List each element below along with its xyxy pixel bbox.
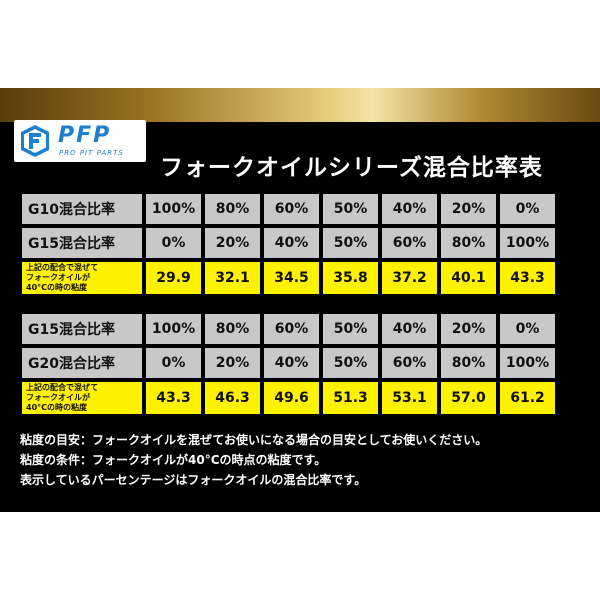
note-viscosity-condition: 粘度の条件：フォークオイルが40°Cの時点の粘度です。 (20, 453, 327, 467)
viscosity-cell: 40.1 (441, 262, 496, 294)
viscosity-cell: 46.3 (205, 382, 260, 414)
viscosity-cell: 35.8 (323, 262, 378, 294)
ratio-cell: 50% (323, 314, 378, 344)
ratio-cell: 40% (264, 228, 319, 258)
logo-wordmark: PFP (58, 123, 112, 148)
ratio-cell: 0% (146, 348, 201, 378)
ratio-cell: 100% (500, 348, 555, 378)
row-label: 上記の配合で混ぜて フォークオイルが 40°Cの時の粘度 (22, 382, 142, 414)
ratio-row: G10混合比率 100% 80% 60% 50% 40% 20% 0% (22, 194, 555, 224)
ratio-cell: 60% (264, 314, 319, 344)
viscosity-cell: 49.6 (264, 382, 319, 414)
ratio-cell: 20% (441, 314, 496, 344)
row-label: 上記の配合で混ぜて フォークオイルが 40°Cの時の粘度 (22, 262, 142, 294)
ratio-cell: 80% (205, 314, 260, 344)
ratio-cell: 20% (205, 228, 260, 258)
ratio-cell: 80% (441, 228, 496, 258)
ratio-cell: 60% (264, 194, 319, 224)
pfp-emblem-icon (21, 125, 49, 157)
viscosity-cell: 43.3 (146, 382, 201, 414)
viscosity-cell: 43.3 (500, 262, 555, 294)
ratio-cell: 40% (382, 194, 437, 224)
ratio-cell: 0% (146, 228, 201, 258)
viscosity-cell: 34.5 (264, 262, 319, 294)
row-label: G15混合比率 (22, 314, 142, 344)
ratio-cell: 20% (441, 194, 496, 224)
row-label: G20混合比率 (22, 348, 142, 378)
ratio-row: G15混合比率 0% 20% 40% 50% 60% 80% 100% (22, 228, 555, 258)
page-title: フォークオイルシリーズ混合比率表 (160, 155, 543, 181)
ratio-cell: 50% (323, 228, 378, 258)
viscosity-cell: 51.3 (323, 382, 378, 414)
ratio-row: G20混合比率 0% 20% 40% 50% 60% 80% 100% (22, 348, 555, 378)
row-label: G15混合比率 (22, 228, 142, 258)
viscosity-cell: 57.0 (441, 382, 496, 414)
viscosity-cell: 53.1 (382, 382, 437, 414)
ratio-cell: 50% (323, 348, 378, 378)
ratio-row: G15混合比率 100% 80% 60% 50% 40% 20% 0% (22, 314, 555, 344)
viscosity-row: 上記の配合で混ぜて フォークオイルが 40°Cの時の粘度 29.9 32.1 34.5… (22, 262, 555, 294)
ratio-cell: 0% (500, 194, 555, 224)
ratio-cell: 50% (323, 194, 378, 224)
ratio-cell: 20% (205, 348, 260, 378)
ratio-cell: 60% (382, 228, 437, 258)
pfp-logo: PFP PRO PIT PARTS (14, 120, 146, 162)
logo-subtext: PRO PIT PARTS (59, 149, 124, 157)
note-viscosity-guide: 粘度の目安：フォークオイルを混ぜてお使いになる場合の目安としてお使いください。 (20, 433, 488, 447)
mix-table-g15-g20: G15混合比率 100% 80% 60% 50% 40% 20% 0% G20混合比率 0% 20%… (18, 310, 559, 418)
ratio-cell: 100% (500, 228, 555, 258)
ratio-cell: 100% (146, 194, 201, 224)
ratio-cell: 80% (441, 348, 496, 378)
ratio-cell: 80% (205, 194, 260, 224)
viscosity-cell: 32.1 (205, 262, 260, 294)
viscosity-cell: 61.2 (500, 382, 555, 414)
ratio-cell: 100% (146, 314, 201, 344)
viscosity-row: 上記の配合で混ぜて フォークオイルが 40°Cの時の粘度 43.3 46.3 49.6… (22, 382, 555, 414)
row-label: G10混合比率 (22, 194, 142, 224)
ratio-cell: 40% (382, 314, 437, 344)
mix-table-g10-g15: G10混合比率 100% 80% 60% 50% 40% 20% 0% G15混合比率 0% 20%… (18, 190, 559, 298)
ratio-cell: 60% (382, 348, 437, 378)
viscosity-cell: 29.9 (146, 262, 201, 294)
gold-header-band (0, 88, 600, 122)
viscosity-cell: 37.2 (382, 262, 437, 294)
note-percentage-meaning: 表示しているパーセンテージはフォークオイルの混合比率です。 (20, 473, 367, 487)
notes-section: 粘度の目安：フォークオイルを混ぜてお使いになる場合の目安としてお使いください。 … (20, 430, 487, 490)
ratio-cell: 0% (500, 314, 555, 344)
ratio-cell: 40% (264, 348, 319, 378)
